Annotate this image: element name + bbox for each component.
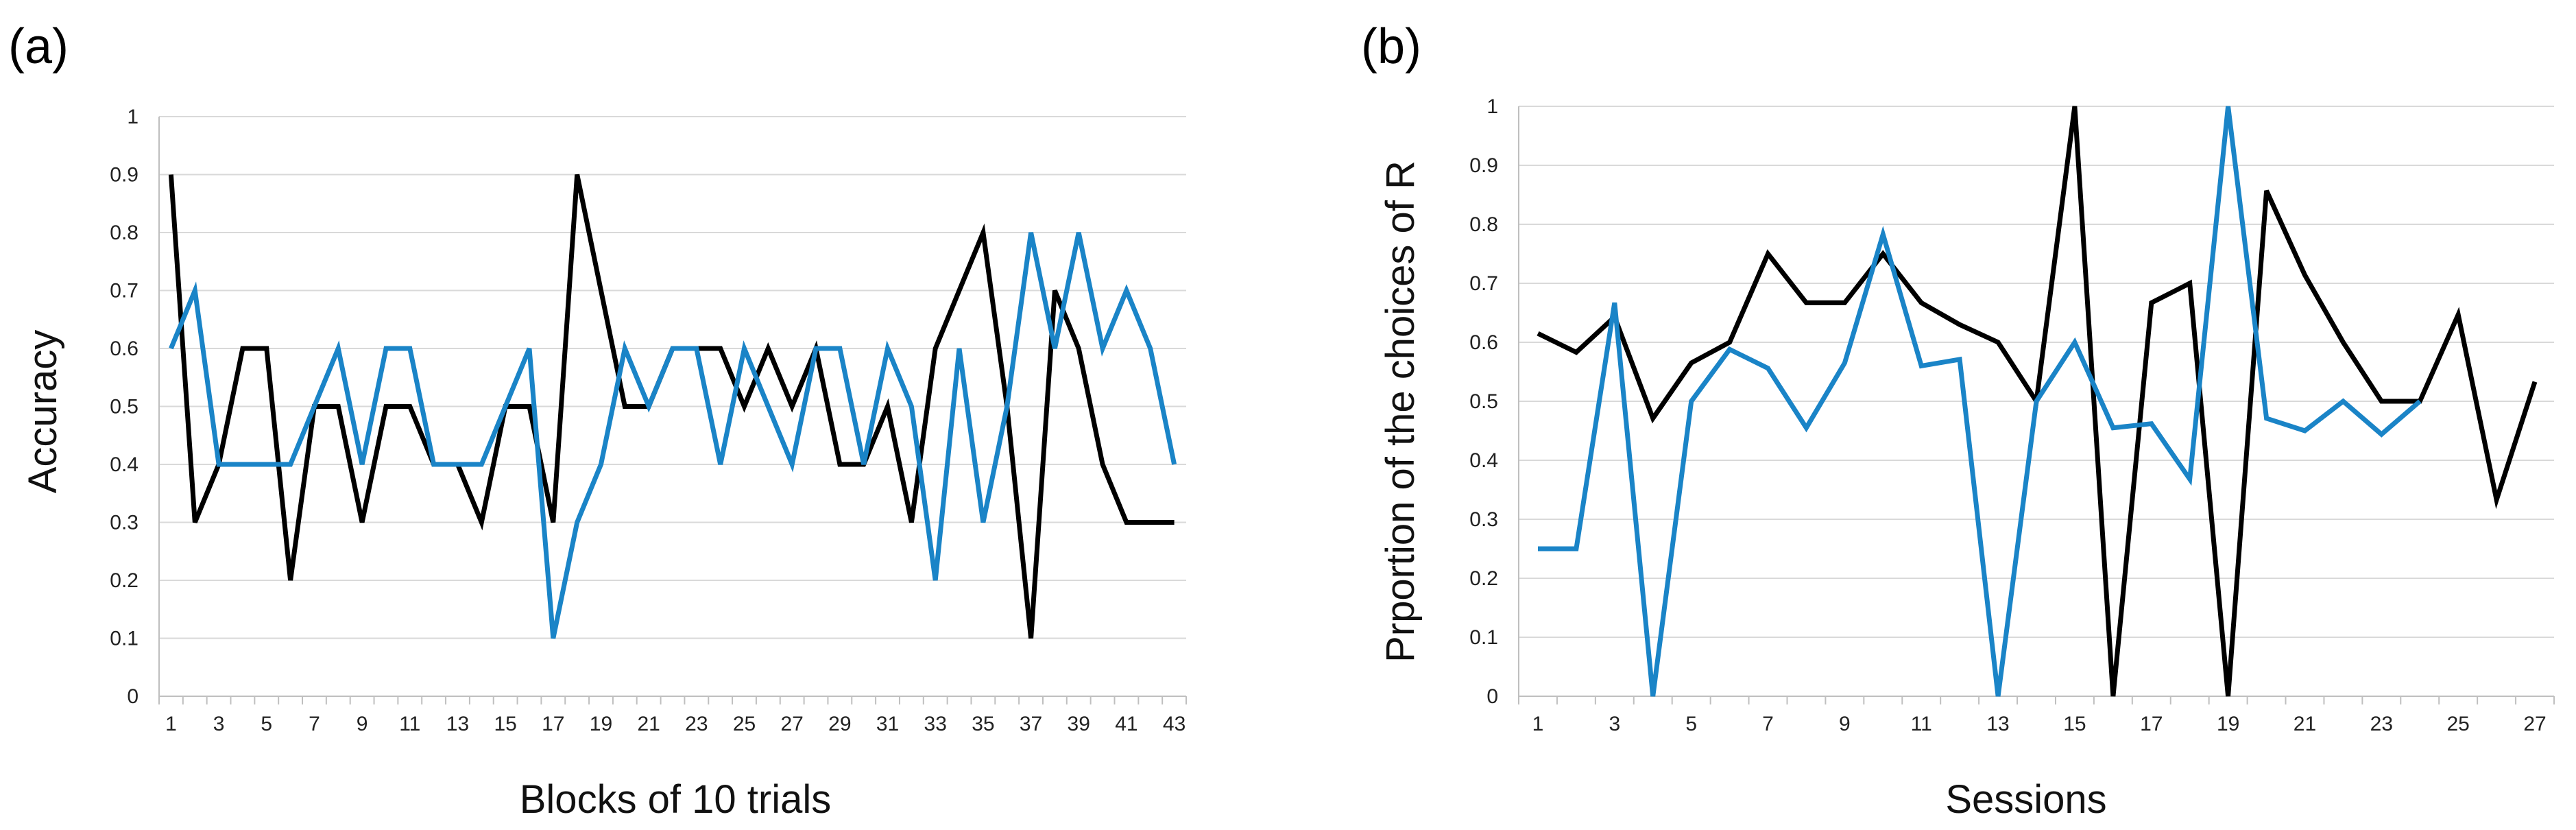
y-tick-label: 0.8 (110, 222, 139, 244)
x-tick-label: 21 (2294, 713, 2316, 735)
x-tick-label: 25 (2446, 713, 2469, 735)
x-tick-label: 25 (733, 713, 756, 735)
x-tick-label: 21 (637, 713, 660, 735)
x-tick-label: 33 (924, 713, 947, 735)
x-tick-label: 5 (1685, 713, 1697, 735)
x-tick-labels-a: 1 3 5 7 9 11 13 15 17 19 21 23 25 27 29 31 33 35 37 39 41 43 (165, 713, 1185, 735)
y-tick-labels-a: 0 0.1 0.2 0.3 0.4 0.5 0.6 0.7 0.8 0.9 1 (110, 106, 139, 708)
y-axis-title-b: Prportion of the choices of R (1378, 161, 1423, 663)
y-tick-label: 0.7 (110, 280, 139, 303)
x-tick-label: 41 (1115, 713, 1137, 735)
x-tick-label: 31 (876, 713, 899, 735)
x-tick-label: 7 (309, 713, 320, 735)
y-tick-label: 0.6 (1469, 331, 1498, 354)
y-tick-label: 0.7 (1469, 272, 1498, 295)
x-tick-label: 35 (972, 713, 994, 735)
series-line-blue-b (1538, 106, 2422, 697)
x-tick-label: 3 (213, 713, 225, 735)
y-tick-label: 0.5 (1469, 390, 1498, 413)
x-axis-title-a: Blocks of 10 trials (520, 777, 832, 822)
x-tick-label: 15 (2063, 713, 2086, 735)
x-tick-label: 3 (1609, 713, 1620, 735)
x-tick-label: 19 (590, 713, 612, 735)
y-tick-label: 0.1 (110, 628, 139, 650)
x-tick-label: 17 (542, 713, 564, 735)
y-tick-label: 1 (1486, 95, 1498, 118)
x-tick-label: 9 (1839, 713, 1851, 735)
y-tick-label: 0 (127, 685, 139, 708)
series-line-blue-a (169, 232, 1177, 639)
y-tick-label: 0.4 (110, 453, 139, 476)
y-tick-label: 0.1 (1469, 626, 1498, 649)
y-tick-label: 1 (127, 106, 139, 128)
y-tick-labels-b: 0 0.1 0.2 0.3 0.4 0.5 0.6 0.7 0.8 0.9 1 (1469, 95, 1498, 708)
series-lines-a (168, 174, 1177, 639)
x-axis-title-b: Sessions (1945, 777, 2106, 822)
series-lines-b (1537, 106, 2538, 697)
y-tick-label: 0.6 (110, 337, 139, 360)
panel-label-b: (b) (1361, 19, 1421, 74)
y-tick-label: 0.9 (110, 164, 139, 187)
x-tick-label: 43 (1163, 713, 1185, 735)
x-tick-label: 15 (494, 713, 516, 735)
x-tick-label: 13 (1986, 713, 2009, 735)
x-tick-label: 5 (261, 713, 272, 735)
x-tick-label: 7 (1762, 713, 1774, 735)
x-tick-label: 23 (685, 713, 708, 735)
x-tick-label: 9 (357, 713, 368, 735)
x-tick-label: 11 (399, 713, 420, 735)
x-tick-label: 13 (446, 713, 469, 735)
x-tick-labels-b: 1 3 5 7 9 11 13 15 17 19 21 23 25 27 (1532, 713, 2547, 735)
x-tick-label: 1 (165, 713, 177, 735)
x-tick-label: 29 (828, 713, 851, 735)
y-tick-label: 0.8 (1469, 213, 1498, 236)
x-tick-label: 23 (2370, 713, 2393, 735)
x-tick-label: 27 (780, 713, 803, 735)
y-tick-label: 0 (1486, 685, 1498, 708)
x-tick-label: 37 (1020, 713, 1042, 735)
y-tick-label: 0.9 (1469, 154, 1498, 177)
x-tick-label: 19 (2217, 713, 2239, 735)
y-axis-title-a: Accuracy (21, 330, 65, 494)
x-tick-label: 11 (1911, 713, 1932, 735)
y-tick-label: 0.2 (110, 569, 139, 592)
x-tick-label: 39 (1068, 713, 1090, 735)
panel-label-a: (a) (8, 19, 69, 74)
y-tick-label: 0.2 (1469, 567, 1498, 590)
y-tick-label: 0.3 (110, 512, 139, 534)
y-tick-label: 0.5 (110, 396, 139, 418)
y-tick-label: 0.3 (1469, 508, 1498, 531)
y-tick-label: 0.4 (1469, 449, 1498, 472)
x-tick-label: 1 (1532, 713, 1544, 735)
x-tick-label: 27 (2523, 713, 2546, 735)
x-tick-label: 17 (2140, 713, 2163, 735)
